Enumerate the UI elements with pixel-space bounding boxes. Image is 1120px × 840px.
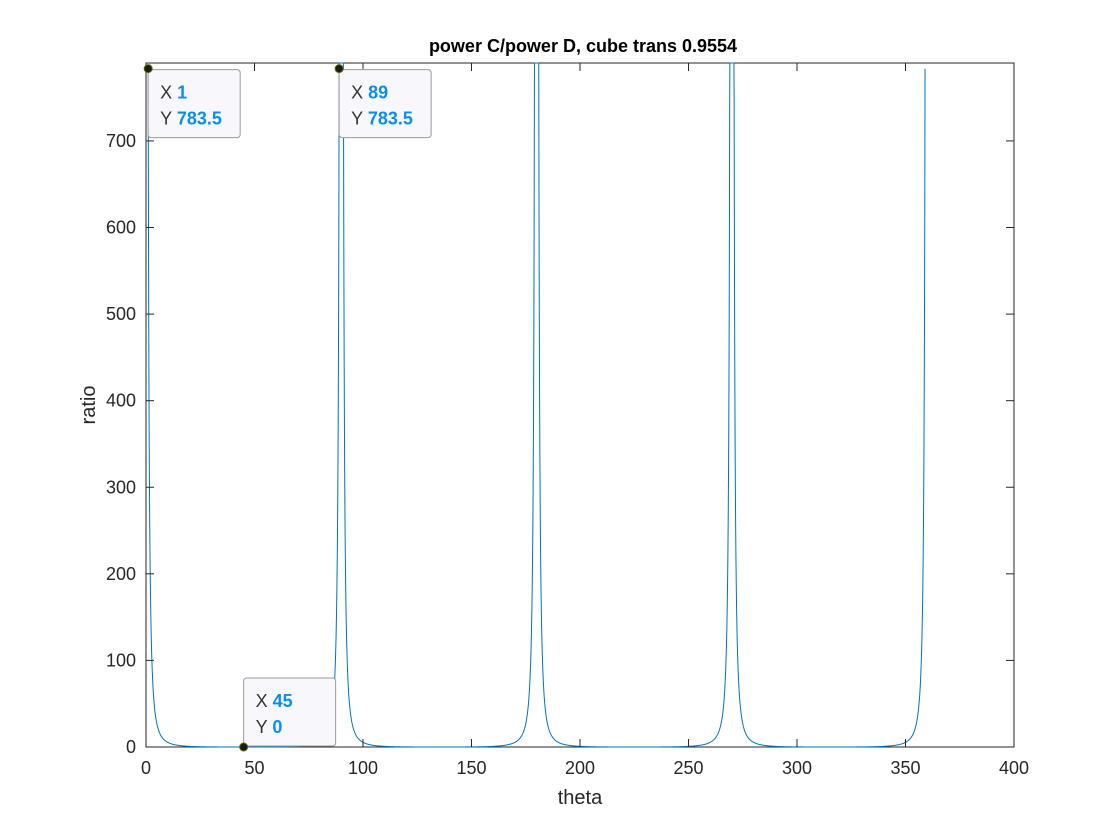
datatip-box bbox=[147, 69, 241, 139]
datatip-y-value: 783.5 bbox=[368, 109, 413, 129]
datatip-box bbox=[243, 677, 337, 747]
datatip-marker[interactable] bbox=[143, 64, 153, 74]
datatip-marker[interactable] bbox=[334, 64, 344, 74]
y-axis-label: ratio bbox=[78, 386, 100, 425]
series-line bbox=[147, 62, 926, 748]
x-tick-label: 0 bbox=[141, 758, 151, 778]
x-tick-label: 300 bbox=[782, 758, 812, 778]
datatip-x-prefix: X bbox=[160, 83, 177, 103]
datatip-x-value: 45 bbox=[273, 691, 293, 711]
y-tick-label: 500 bbox=[106, 304, 136, 324]
datatip-x-row: X 89 bbox=[351, 83, 388, 103]
datatip-box bbox=[338, 69, 432, 139]
y-tick-label: 200 bbox=[106, 564, 136, 584]
axes-box bbox=[145, 62, 1015, 748]
datatip[interactable]: X 45Y 0 bbox=[239, 677, 337, 752]
x-tick-label: 50 bbox=[244, 758, 264, 778]
chart-title: power C/power D, cube trans 0.9554 bbox=[429, 36, 737, 56]
datatip-y-row: Y 783.5 bbox=[351, 109, 413, 129]
x-axis-label: theta bbox=[558, 787, 603, 809]
y-axis-ticks: 0 100 200 300 400 500 600 700 bbox=[106, 131, 1014, 757]
datatip-x-prefix: X bbox=[256, 691, 273, 711]
datatip[interactable]: X 89Y 783.5 bbox=[334, 64, 432, 139]
y-tick-label: 400 bbox=[106, 391, 136, 411]
datatips-layer: X 1Y 783.5X 89Y 783.5X 45Y 0 bbox=[143, 64, 432, 752]
datatip-x-value: 1 bbox=[177, 83, 187, 103]
x-tick-label: 200 bbox=[565, 758, 595, 778]
y-tick-label: 700 bbox=[106, 131, 136, 151]
datatip-x-prefix: X bbox=[351, 83, 368, 103]
datatip[interactable]: X 1Y 783.5 bbox=[143, 64, 241, 139]
datatip-y-row: Y 783.5 bbox=[160, 109, 222, 129]
y-tick-label: 100 bbox=[106, 650, 136, 670]
y-tick-label: 300 bbox=[106, 477, 136, 497]
x-tick-label: 100 bbox=[348, 758, 378, 778]
datatip-x-value: 89 bbox=[368, 83, 388, 103]
datatip-marker[interactable] bbox=[239, 742, 249, 752]
x-axis-ticks: 0 50 100 150 200 250 300 350 400 bbox=[141, 63, 1029, 778]
x-tick-label: 150 bbox=[456, 758, 486, 778]
series-layer bbox=[147, 62, 926, 748]
datatip-y-row: Y 0 bbox=[256, 717, 283, 737]
datatip-y-value: 0 bbox=[272, 717, 282, 737]
plot-area: 0 50 100 150 200 250 300 350 400 0 100 200 300 400 50… bbox=[106, 62, 1029, 778]
datatip-x-row: X 1 bbox=[160, 83, 187, 103]
x-tick-label: 350 bbox=[890, 758, 920, 778]
datatip-x-row: X 45 bbox=[256, 691, 293, 711]
datatip-y-prefix: Y bbox=[351, 109, 368, 129]
y-tick-label: 0 bbox=[126, 737, 136, 757]
x-tick-label: 250 bbox=[673, 758, 703, 778]
datatip-y-prefix: Y bbox=[160, 109, 177, 129]
datatip-y-prefix: Y bbox=[256, 717, 273, 737]
x-tick-label: 400 bbox=[999, 758, 1029, 778]
y-tick-label: 600 bbox=[106, 218, 136, 238]
datatip-y-value: 783.5 bbox=[177, 109, 222, 129]
